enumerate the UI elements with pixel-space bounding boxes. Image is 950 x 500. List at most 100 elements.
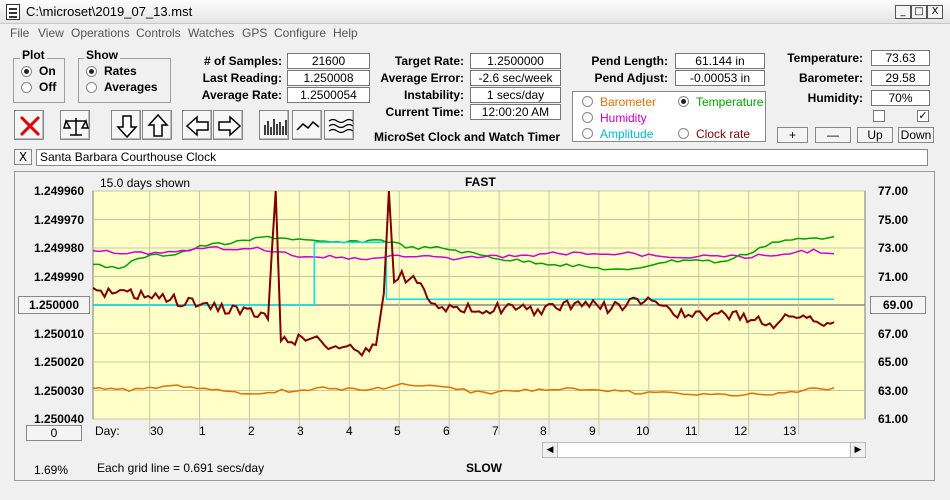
series-line-barometer [92, 382, 835, 397]
series-line-temperature [93, 235, 835, 271]
day-tick-label: 13 [783, 424, 797, 438]
stop-button[interactable] [14, 110, 44, 140]
down-button[interactable]: Down [898, 127, 934, 143]
barometer-option-label: Barometer [600, 95, 657, 109]
plot-on-radio[interactable] [21, 66, 32, 77]
show-group-title: Show [84, 48, 120, 62]
amplitude-option-label: Amplitude [600, 127, 654, 141]
day-prefix: Day: [95, 424, 120, 438]
plot-off-label: Off [39, 80, 57, 94]
down-arrow-button[interactable] [111, 110, 141, 140]
barometer-label: Barometer: [798, 71, 863, 85]
series-line-amplitude [93, 241, 835, 306]
temperature-radio[interactable] [678, 96, 689, 107]
chart-scrollbar[interactable]: ◀ ▶ [542, 442, 866, 458]
menu-watches[interactable]: Watches [188, 26, 235, 40]
show-averages-radio[interactable] [86, 82, 97, 93]
clock-name-field[interactable]: Santa Barbara Courthouse Clock [36, 149, 928, 166]
chart-frame [14, 171, 935, 481]
menu-gps[interactable]: GPS [242, 26, 268, 40]
humidity-option-label: Humidity [600, 111, 647, 125]
title-bar: C:\microset\2019_07_13.mst _ □ X [0, 0, 950, 24]
show-rates-radio[interactable] [86, 66, 97, 77]
day-tick-label: 6 [443, 424, 450, 438]
temperature-value: 73.63 [871, 50, 930, 66]
left-tick-label: 1.249990 [33, 270, 84, 284]
temperature-option-label: Temperature [696, 95, 764, 109]
line-view-button[interactable] [292, 110, 322, 140]
samples-label: # of Samples: [203, 54, 282, 68]
right-tick-label: 61.00 [877, 412, 908, 426]
scroll-thumb[interactable] [558, 443, 849, 457]
menu-controls[interactable]: Controls [136, 26, 181, 40]
scroll-left-arrow-icon[interactable]: ◀ [543, 443, 558, 457]
series-line-clock-rate [92, 190, 835, 357]
clock-close-button[interactable]: X [14, 149, 32, 165]
right-tick-label: 75.00 [877, 213, 908, 227]
right-tick-label: 73.00 [877, 241, 908, 255]
plus-button[interactable]: + [777, 127, 808, 143]
last-reading-value: 1.250008 [287, 70, 370, 86]
pend-length-value: 61.144 in [675, 53, 765, 69]
barometer-radio[interactable] [582, 96, 593, 107]
bar-graph-icon [264, 119, 287, 135]
percent-label: 1.69% [34, 463, 69, 477]
humidity-radio[interactable] [582, 112, 593, 123]
pend-adjust-value: -0.00053 in [675, 70, 765, 86]
left-tick-label: 1.250040 [33, 412, 84, 426]
right-value-button[interactable]: 69.00 [870, 296, 926, 314]
left-checkbox[interactable] [873, 110, 885, 122]
offset-button[interactable]: 0 [26, 425, 82, 441]
maximize-button[interactable]: □ [911, 5, 927, 19]
show-group [78, 58, 171, 103]
arrow-down-icon [116, 115, 138, 139]
right-tick-label: 77.00 [877, 184, 908, 198]
day-tick-label: 11 [685, 424, 698, 438]
menu-help[interactable]: Help [333, 26, 358, 40]
day-tick-label: 7 [492, 424, 499, 438]
average-error-value: -2.6 sec/week [470, 70, 561, 86]
clock-rate-radio[interactable] [678, 128, 689, 139]
minimize-button[interactable]: _ [895, 5, 911, 19]
minus-button[interactable]: — [815, 127, 851, 143]
grid-note: Each grid line = 0.691 secs/day [97, 461, 265, 475]
day-tick-label: 12 [734, 424, 748, 438]
day-tick-label: 10 [636, 424, 650, 438]
show-averages-label: Averages [104, 80, 158, 94]
balance-button[interactable] [60, 110, 90, 140]
plot-off-radio[interactable] [21, 82, 32, 93]
left-tick-label: 1.250020 [33, 355, 84, 369]
day-tick-label: 2 [248, 424, 255, 438]
samples-value: 21600 [287, 53, 370, 69]
menu-file[interactable]: File [10, 26, 30, 40]
scroll-right-arrow-icon[interactable]: ▶ [850, 443, 865, 457]
menu-operations[interactable]: Operations [71, 26, 130, 40]
menu-view[interactable]: View [38, 26, 64, 40]
left-tick-label: 1.249960 [33, 184, 84, 198]
menu-bar: File View Operations Controls Watches GP… [0, 24, 950, 42]
right-arrow-button[interactable] [213, 110, 243, 140]
average-rate-label: Average Rate: [201, 88, 282, 102]
right-checkbox[interactable]: ✓ [917, 109, 929, 122]
left-arrow-button[interactable] [182, 110, 212, 140]
day-tick-label: 3 [297, 424, 304, 438]
right-tick-label: 67.00 [877, 327, 908, 341]
center-rate-button[interactable]: 1.250000 [18, 296, 90, 314]
up-arrow-button[interactable] [142, 110, 172, 140]
close-button[interactable]: X [927, 5, 943, 19]
days-shown-label: 15.0 days shown [100, 176, 191, 190]
amplitude-radio[interactable] [582, 128, 593, 139]
instability-label: Instability: [403, 88, 464, 102]
right-tick-label: 65.00 [877, 355, 908, 369]
target-rate-label: Target Rate: [394, 54, 464, 68]
menu-configure[interactable]: Configure [274, 26, 327, 40]
instability-value: 1 secs/day [470, 87, 561, 103]
chart-grid [93, 190, 865, 435]
smooth-view-button[interactable] [324, 110, 354, 140]
day-tick-label: 9 [589, 424, 596, 438]
bars-view-button[interactable] [259, 110, 289, 140]
balance-scale-icon [63, 118, 89, 136]
pend-length-label: Pend Length: [591, 54, 668, 68]
up-button[interactable]: Up [857, 127, 893, 143]
